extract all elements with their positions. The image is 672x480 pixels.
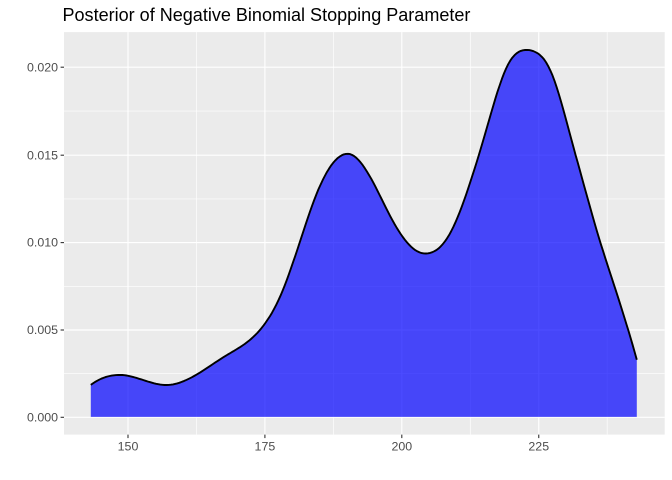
svg-text:225: 225 (528, 440, 549, 454)
svg-text:0.010: 0.010 (27, 236, 58, 250)
svg-text:0.015: 0.015 (27, 148, 58, 162)
svg-text:175: 175 (255, 440, 276, 454)
svg-text:150: 150 (118, 440, 139, 454)
svg-text:0.005: 0.005 (27, 323, 58, 337)
svg-text:200: 200 (391, 440, 412, 454)
svg-text:0.020: 0.020 (27, 60, 58, 74)
svg-text:Posterior of Negative Binomial: Posterior of Negative Binomial Stopping … (63, 5, 471, 25)
svg-text:0.000: 0.000 (27, 410, 58, 424)
